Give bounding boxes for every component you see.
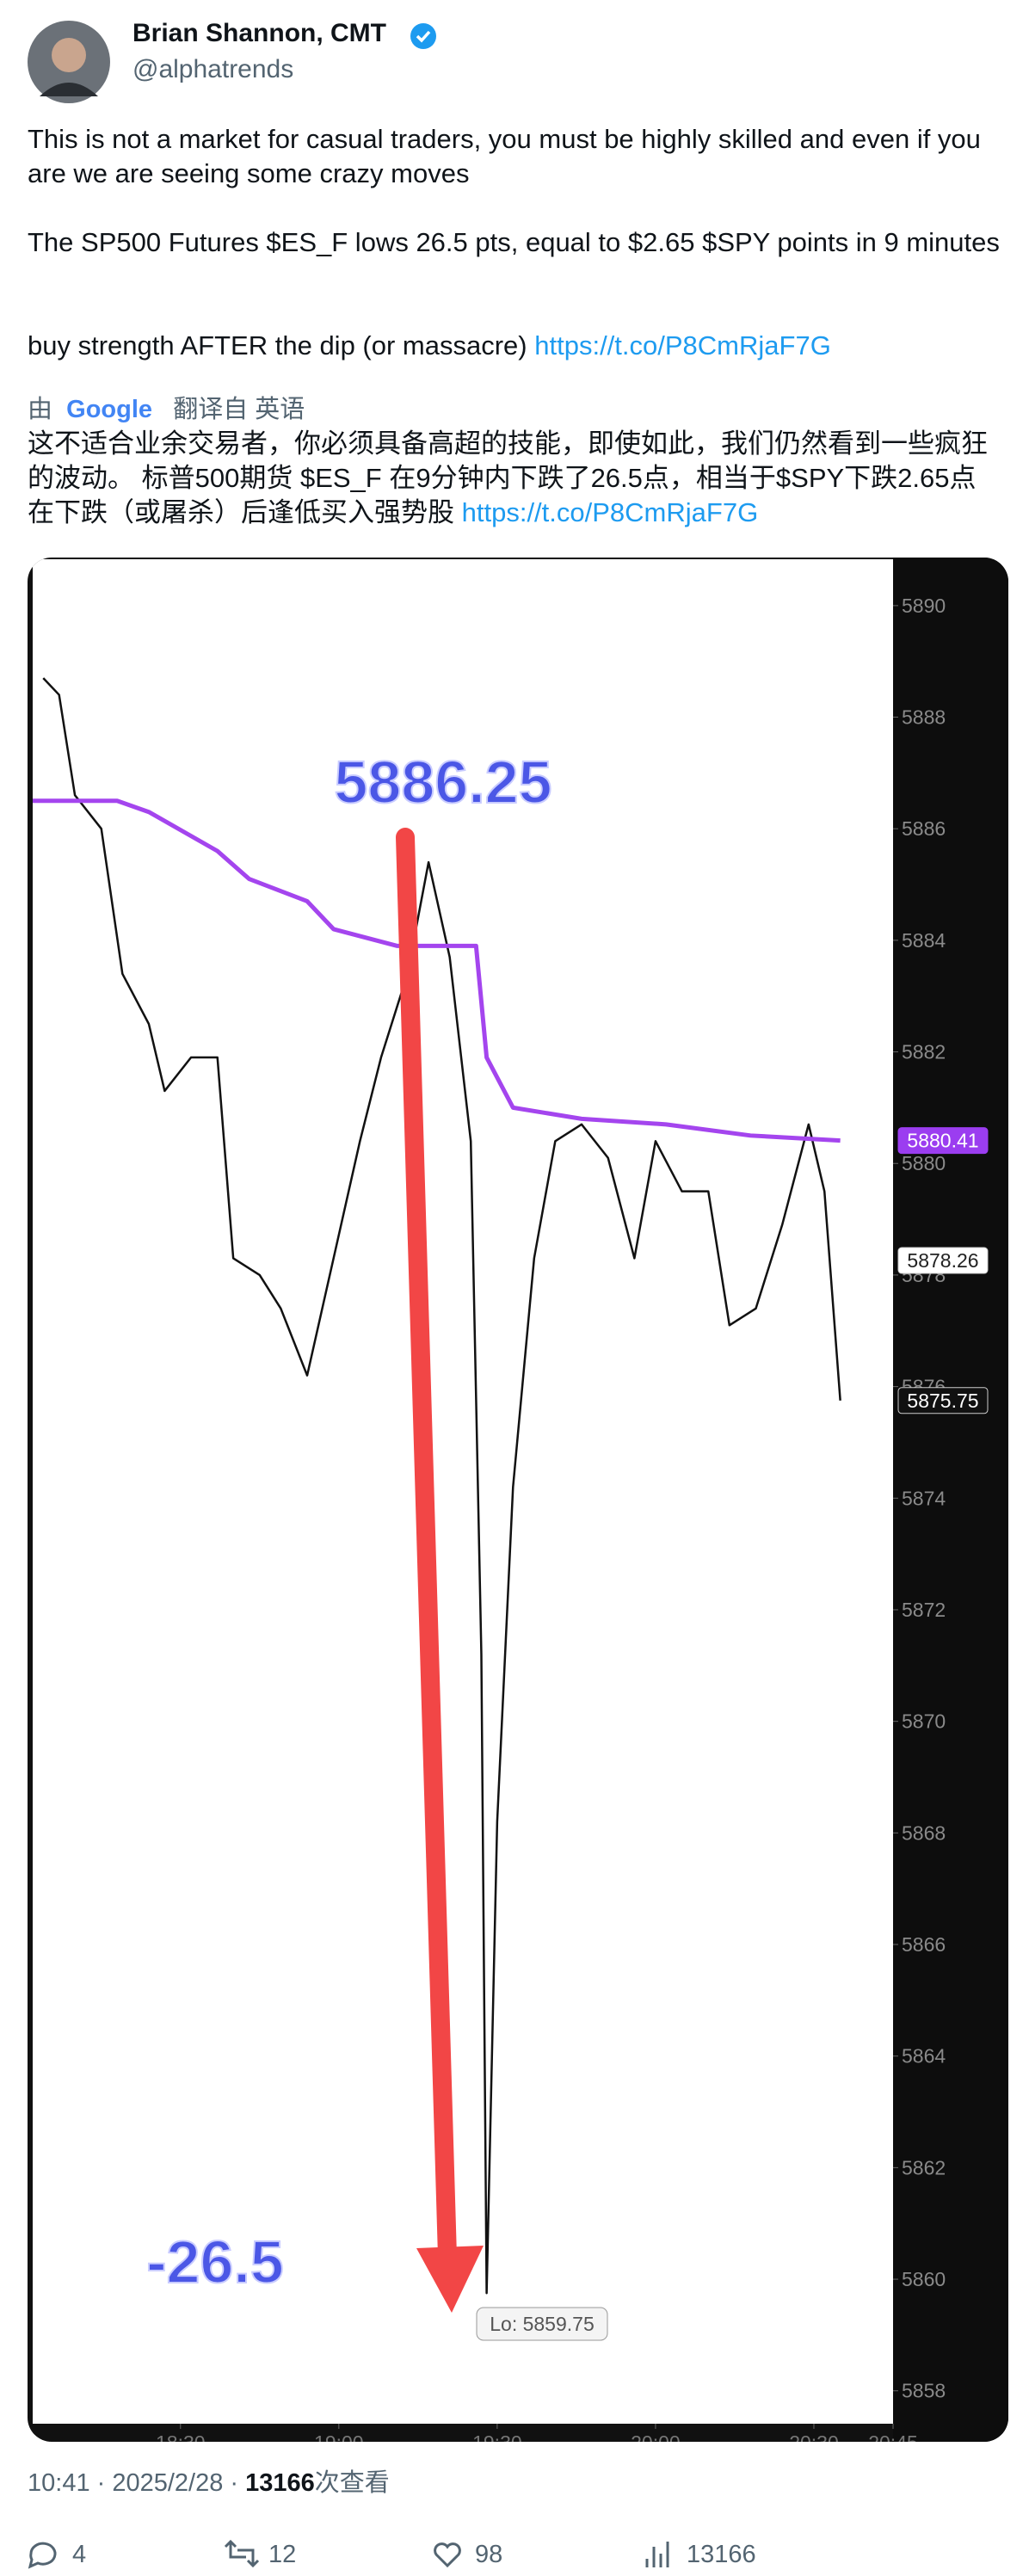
retweet-count: 12 [268,2541,296,2568]
link[interactable]: https://t.co/P8CmRjaF7G [461,497,759,527]
y-tick-label: 5872 [902,1599,946,1621]
annotation: -26.5 [146,2228,284,2296]
retweet-icon[interactable] [224,2539,260,2568]
series-line [33,798,841,1143]
like-count: 98 [475,2541,502,2568]
author-name[interactable]: Brian Shannon, CMT [132,19,386,47]
annotation: Lo: 5859.75 [490,2313,595,2335]
annotation-box [476,2307,608,2341]
tweet-text: buy strength AFTER the dip (or massacre)… [28,329,1001,363]
view-count: 13166 [687,2541,756,2568]
handle[interactable]: @alphatrends [132,55,294,83]
y-tick-label: 5886 [902,817,946,840]
text: 这不适合业余交易者，你必须具备高超的技能，即使如此，我们仍然看到一些疯狂的波动。… [28,428,988,527]
timestamp[interactable]: 10:41 · 2025/2/28 · [28,2469,239,2497]
plot-area [33,559,893,2424]
y-tick-label: 5888 [902,706,946,729]
google-logo: Google [66,396,153,423]
tweet-text: This is not a market for casual traders,… [28,124,981,188]
avatar[interactable] [28,21,110,103]
views-icon[interactable] [645,2542,669,2567]
translation: 这不适合业余交易者，你必须具备高超的技能，即使如此，我们仍然看到一些疯狂的波动。… [28,427,1001,530]
timestamp-row: 10:41 · 2025/2/28 · 13166次查看 [28,2462,390,2499]
x-tick-label: 19:30 [472,2431,522,2442]
tweet-text: The SP500 Futures $ES_F lows 26.5 pts, e… [28,227,1000,257]
price-tag-label: 5880.41 [907,1130,978,1152]
arrow-head [416,2246,484,2313]
action-bar: 4 12 98 13166 [28,2539,756,2569]
y-tick-label: 5866 [902,1933,946,1956]
text: 翻译自 英语 [173,396,305,423]
translation-header: 由 Google 翻译自 英语 [28,389,305,425]
x-tick-label: 20:45 [868,2431,918,2442]
text: 由 [28,396,53,423]
views: 13166 [245,2469,315,2497]
arrow [396,828,457,2266]
y-tick-label: 5864 [902,2045,946,2068]
views-label: 次查看 [314,2469,390,2497]
y-tick-label: 5882 [902,1041,946,1063]
price-axis [893,558,1008,2442]
x-tick-label: 20:30 [789,2431,839,2442]
y-tick-label: 5874 [902,1487,946,1509]
y-tick-label: 5880 [902,1152,946,1174]
link[interactable]: https://t.co/P8CmRjaF7G [534,330,831,361]
y-tick-label: 5870 [902,1710,946,1733]
y-tick-label: 5860 [902,2268,946,2290]
x-tick-label: 20:00 [631,2431,681,2442]
reply-count: 4 [72,2541,86,2568]
like-icon[interactable] [434,2542,461,2568]
price-tag-label: 5875.75 [907,1390,978,1412]
price-tag [897,1387,989,1414]
text: buy strength AFTER the dip (or massacre) [28,330,527,361]
chart-image[interactable]: 5858 5860 5862 5864 5866 5868 5870 5872 5874 5876… [28,558,1008,2442]
x-tick-label: 18:30 [156,2431,206,2442]
y-tick-label: 5890 [902,595,946,617]
reply-icon[interactable] [28,2542,57,2569]
price-tag [897,1127,989,1155]
verified-badge [410,23,436,49]
y-tick-label: 5884 [902,929,946,952]
series-line [42,677,841,2295]
y-tick-label: 5868 [902,1821,946,1844]
chart: 5858586058625864586658685870587258745876… [33,558,1008,2442]
price-tag [897,1247,989,1274]
x-tick-label: 19:00 [314,2431,364,2442]
price-tag-label: 5878.26 [907,1249,978,1272]
y-tick-label: 5862 [902,2156,946,2179]
annotation: 5886.25 [334,749,551,816]
y-tick-label: 5858 [902,2380,946,2402]
